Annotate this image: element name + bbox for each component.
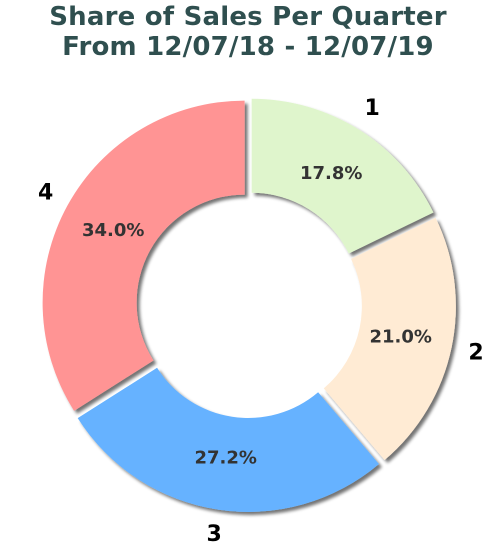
chart-title-line-2: From 12/07/18 - 12/07/19 (62, 32, 434, 62)
donut-slice-1 (251, 98, 434, 254)
donut-slice-2 (323, 217, 456, 461)
slice-value-label-4: 34.0% (82, 220, 144, 241)
slice-category-label-2: 2 (468, 340, 483, 365)
donut-slice-4 (42, 100, 245, 411)
slice-value-label-2: 21.0% (369, 326, 431, 347)
donut-labels: 17.8% 1 21.0% 2 27.2% 3 34.0% 4 (38, 96, 484, 544)
donut-slice-3 (77, 367, 379, 512)
chart-title-line-1: Share of Sales Per Quarter (49, 2, 447, 32)
slice-value-label-3: 27.2% (194, 448, 256, 469)
slice-category-label-3: 3 (206, 522, 221, 544)
donut-slices (42, 98, 456, 512)
slice-category-label-1: 1 (364, 96, 379, 121)
slice-category-label-4: 4 (38, 181, 53, 206)
slice-value-label-1: 17.8% (300, 163, 362, 184)
